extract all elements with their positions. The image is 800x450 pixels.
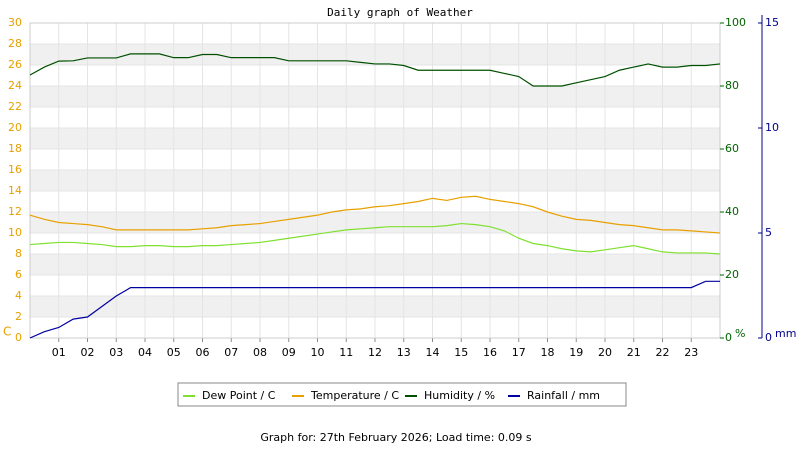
- x-tick-label: 08: [253, 346, 267, 359]
- x-tick-label: 11: [339, 346, 353, 359]
- x-tick-label: 23: [684, 346, 698, 359]
- x-tick-label: 21: [627, 346, 641, 359]
- y-tick-label: 14: [8, 184, 22, 197]
- x-tick-label: 07: [224, 346, 238, 359]
- x-tick-label: 02: [81, 346, 95, 359]
- y-tick-label: 4: [15, 289, 22, 302]
- x-tick-label: 15: [454, 346, 468, 359]
- x-tick-label: 01: [52, 346, 66, 359]
- x-tick-label: 19: [569, 346, 583, 359]
- y-tick-label: 6: [15, 268, 22, 281]
- y-tick-label: 22: [8, 100, 22, 113]
- x-tick-label: 09: [282, 346, 296, 359]
- y2-tick-label: 80: [725, 79, 739, 92]
- y2-tick-label: 60: [725, 142, 739, 155]
- series-line: [29, 195, 721, 234]
- y2-tick-label: 40: [725, 205, 739, 218]
- footer: Graph for: 27th February 2026; Load time…: [260, 431, 532, 444]
- y-tick-label: 30: [8, 16, 22, 29]
- x-tick-label: 10: [311, 346, 325, 359]
- y-axis-label: C: [3, 325, 11, 339]
- x-tick-label: 13: [397, 346, 411, 359]
- x-tick-label: 22: [656, 346, 670, 359]
- y-tick-label: 20: [8, 121, 22, 134]
- y3-tick-label: 0: [765, 331, 772, 344]
- y-tick-label: 8: [15, 247, 22, 260]
- x-tick-label: 16: [483, 346, 497, 359]
- x-tick-label: 14: [426, 346, 440, 359]
- y-tick-label: 16: [8, 163, 22, 176]
- series-line: [29, 280, 720, 339]
- y-tick-label: 0: [15, 331, 22, 344]
- y2-tick-label: 100: [725, 16, 746, 29]
- y2-tick-label: 0: [725, 331, 732, 344]
- legend-label: Humidity / %: [424, 389, 495, 402]
- x-tick-label: 04: [138, 346, 152, 359]
- plot-frame: [29, 22, 721, 339]
- y-tick-label: 12: [8, 205, 22, 218]
- y-tick-label: 2: [15, 310, 22, 323]
- y2-tick-label: 20: [725, 268, 739, 281]
- chart-title: Daily graph of Weather: [327, 6, 473, 19]
- y-tick-label: 10: [8, 226, 22, 239]
- y3-tick-label: 5: [765, 226, 772, 239]
- series-line: [29, 53, 721, 87]
- legend-box: [177, 382, 627, 407]
- legend-label: Dew Point / C: [202, 389, 276, 402]
- x-tick-label: 17: [512, 346, 526, 359]
- x-tick-label: 03: [109, 346, 123, 359]
- legend-label: Temperature / C: [310, 389, 399, 402]
- x-tick-label: 05: [167, 346, 181, 359]
- y3-tick-label: 10: [765, 121, 779, 134]
- legend-label: Rainfall / mm: [527, 389, 600, 402]
- x-tick-label: 06: [196, 346, 210, 359]
- y-tick-label: 28: [8, 37, 22, 50]
- x-tick-label: 12: [368, 346, 382, 359]
- y-tick-label: 18: [8, 142, 22, 155]
- y-tick-label: 24: [8, 79, 22, 92]
- x-tick-label: 18: [541, 346, 555, 359]
- x-tick-label: 20: [598, 346, 612, 359]
- y3-tick-label: 15: [765, 16, 779, 29]
- y2-axis-label: %: [735, 327, 745, 340]
- y-tick-label: 26: [8, 58, 22, 71]
- series-line: [29, 222, 721, 255]
- y3-axis-label: mm: [775, 327, 796, 340]
